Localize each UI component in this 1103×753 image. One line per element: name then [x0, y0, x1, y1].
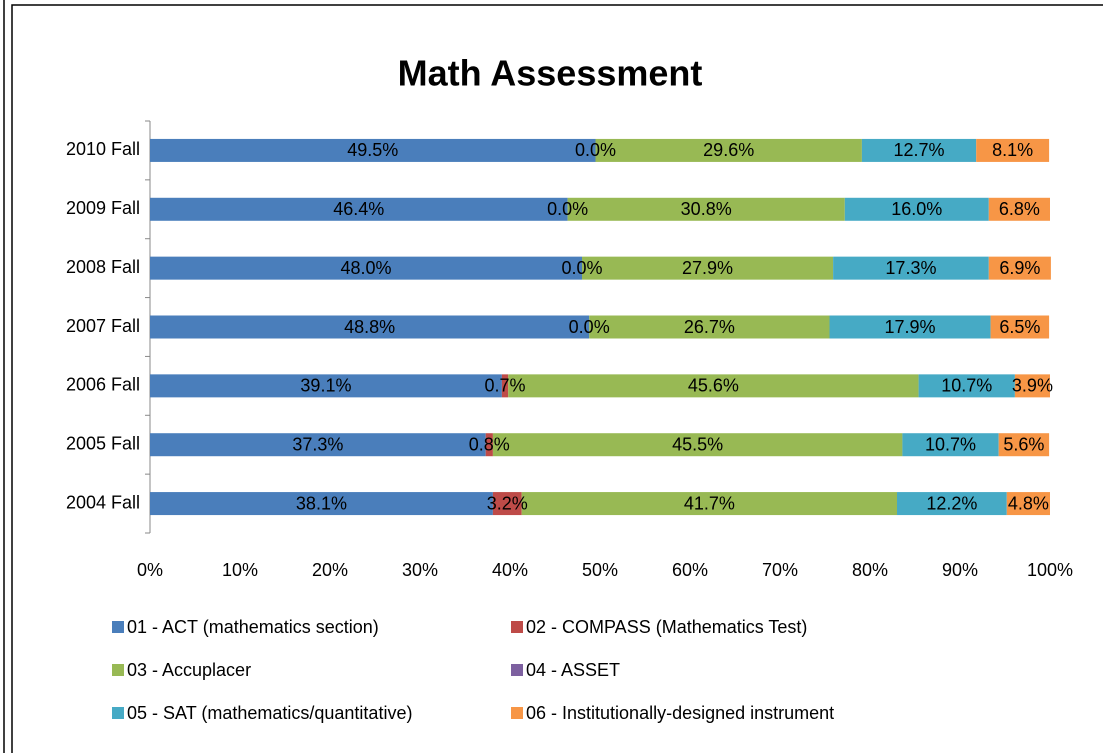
data-label: 3.2% [487, 493, 528, 513]
bar-segment [150, 197, 568, 221]
data-label: 0.0% [569, 317, 610, 337]
data-label: 10.7% [941, 376, 992, 396]
data-label: 0.8% [469, 434, 510, 454]
legend-swatch [511, 621, 523, 633]
data-label: 26.7% [684, 317, 735, 337]
bar-segment [976, 138, 1050, 162]
bar-segment [595, 138, 862, 162]
bar-segment [1014, 374, 1050, 398]
data-label: 41.7% [684, 493, 735, 513]
data-label: 48.0% [340, 258, 391, 278]
data-label: 45.5% [672, 434, 723, 454]
data-label: 4.8% [1008, 493, 1049, 513]
data-label: 49.5% [347, 140, 398, 160]
y-tick-label: 2008 Fall [66, 257, 140, 277]
data-label: 0.0% [575, 140, 616, 160]
data-label: 0.0% [561, 258, 602, 278]
bar-segment [998, 433, 1050, 457]
data-label: 17.9% [885, 317, 936, 337]
legend-label: 05 - SAT (mathematics/quantitative) [127, 703, 412, 723]
data-label: 6.8% [999, 199, 1040, 219]
bar-segment [829, 315, 991, 339]
bar-segment [861, 138, 977, 162]
data-label: 16.0% [891, 199, 942, 219]
bar-segment [988, 197, 1050, 221]
legend-label: 02 - COMPASS (Mathematics Test) [526, 617, 807, 637]
data-label: 48.8% [344, 317, 395, 337]
x-tick-label: 30% [402, 560, 438, 580]
data-label: 30.8% [681, 199, 732, 219]
bar-segment [589, 315, 830, 339]
data-label: 37.3% [292, 434, 343, 454]
bar-segment [902, 433, 999, 457]
legend-swatch [511, 707, 523, 719]
data-label: 45.6% [688, 376, 739, 396]
bar-segment [918, 374, 1015, 398]
y-tick-label: 2007 Fall [66, 316, 140, 336]
bar-segment [897, 492, 1007, 516]
data-label: 27.9% [682, 258, 733, 278]
x-tick-label: 40% [492, 560, 528, 580]
y-tick-label: 2004 Fall [66, 492, 140, 512]
data-label: 0.7% [485, 376, 526, 396]
x-tick-label: 10% [222, 560, 258, 580]
legend-label: 01 - ACT (mathematics section) [127, 617, 379, 637]
x-tick-label: 50% [582, 560, 618, 580]
data-label: 39.1% [300, 376, 351, 396]
data-label: 12.2% [926, 493, 977, 513]
x-tick-label: 0% [137, 560, 163, 580]
legend-swatch [112, 664, 124, 676]
data-label: 6.5% [999, 317, 1040, 337]
legend-swatch [511, 664, 523, 676]
x-tick-label: 100% [1027, 560, 1073, 580]
data-label: 17.3% [885, 258, 936, 278]
data-label: 38.1% [296, 493, 347, 513]
bar-segment [485, 433, 493, 457]
bar-segment [988, 256, 1051, 280]
legend-swatch [112, 621, 124, 633]
bar-segment [150, 315, 590, 339]
bar-segment [492, 433, 903, 457]
bar-segment [521, 492, 897, 516]
data-label: 0.0% [547, 199, 588, 219]
bar-segment [150, 374, 502, 398]
legend-swatch [112, 707, 124, 719]
x-tick-label: 60% [672, 560, 708, 580]
legend-label: 03 - Accuplacer [127, 660, 251, 680]
bar-segment [492, 492, 522, 516]
bar-segment [501, 374, 509, 398]
x-tick-label: 20% [312, 560, 348, 580]
y-tick-label: 2010 Fall [66, 139, 140, 159]
x-tick-label: 90% [942, 560, 978, 580]
y-tick-label: 2009 Fall [66, 198, 140, 218]
x-tick-label: 80% [852, 560, 888, 580]
data-label: 12.7% [894, 140, 945, 160]
legend-label: 04 - ASSET [526, 660, 620, 680]
bar-segment [150, 433, 486, 457]
bar-segment [508, 374, 919, 398]
data-label: 6.9% [999, 258, 1040, 278]
data-label: 3.9% [1012, 376, 1053, 396]
y-tick-label: 2006 Fall [66, 375, 140, 395]
data-label: 46.4% [333, 199, 384, 219]
bar-segment [844, 197, 989, 221]
bar-segment [582, 256, 834, 280]
bar-segment [150, 492, 493, 516]
chart-title: Math Assessment [398, 53, 703, 94]
data-label: 10.7% [925, 434, 976, 454]
bar-segment [833, 256, 989, 280]
bar-segment [990, 315, 1050, 339]
data-label: 29.6% [703, 140, 754, 160]
bar-segment [150, 138, 596, 162]
bar-segment [150, 256, 582, 280]
data-label: 8.1% [992, 140, 1033, 160]
bar-segment [1006, 492, 1050, 516]
bar-segment [567, 197, 845, 221]
y-tick-label: 2005 Fall [66, 433, 140, 453]
x-tick-label: 70% [762, 560, 798, 580]
legend-label: 06 - Institutionally-designed instrument [526, 703, 834, 723]
data-label: 5.6% [1003, 434, 1044, 454]
